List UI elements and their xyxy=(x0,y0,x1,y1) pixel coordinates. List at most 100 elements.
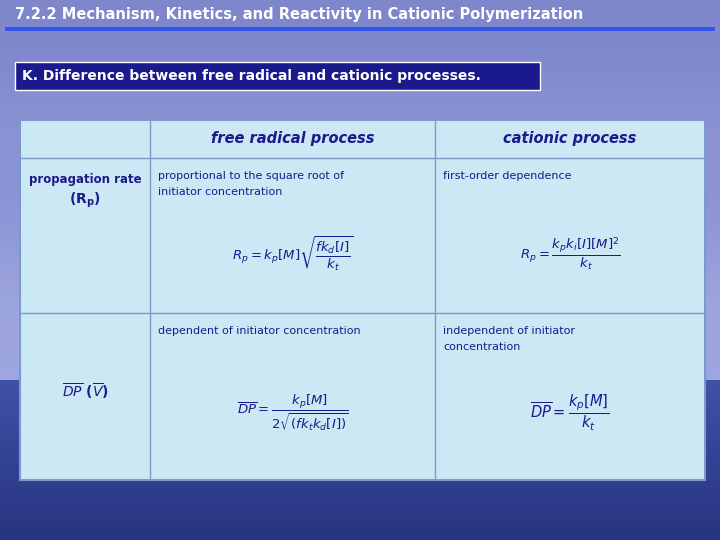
Bar xyxy=(0,320,720,321)
Bar xyxy=(0,22,720,23)
Bar xyxy=(0,191,720,192)
Bar xyxy=(0,485,720,486)
Bar xyxy=(0,117,720,118)
Bar xyxy=(0,348,720,349)
Bar xyxy=(0,343,720,344)
Bar xyxy=(0,274,720,275)
Bar xyxy=(0,422,720,423)
Bar xyxy=(0,145,720,146)
Bar xyxy=(0,56,720,57)
Bar xyxy=(0,44,720,45)
Bar xyxy=(0,28,720,29)
Bar xyxy=(0,141,720,142)
Bar xyxy=(15,62,540,90)
Bar xyxy=(0,5,720,6)
Bar xyxy=(0,373,720,374)
Bar xyxy=(0,254,720,255)
Bar xyxy=(0,275,720,276)
Bar xyxy=(0,230,720,231)
Bar xyxy=(0,358,720,359)
Bar xyxy=(0,408,720,409)
Bar xyxy=(0,225,720,226)
Bar xyxy=(0,94,720,95)
Bar xyxy=(0,461,720,462)
Bar xyxy=(0,127,720,128)
Bar xyxy=(0,390,720,391)
Bar xyxy=(0,533,720,534)
Bar xyxy=(0,196,720,197)
Bar xyxy=(0,74,720,75)
Bar xyxy=(0,349,720,350)
Bar xyxy=(0,149,720,150)
Bar xyxy=(0,164,720,165)
Bar xyxy=(0,312,720,313)
Bar xyxy=(0,371,720,372)
Bar xyxy=(0,270,720,271)
Bar xyxy=(0,293,720,294)
Bar xyxy=(0,54,720,55)
Bar xyxy=(0,153,720,154)
Bar xyxy=(0,6,720,7)
Bar xyxy=(0,374,720,375)
Bar xyxy=(0,502,720,503)
Bar xyxy=(0,395,720,396)
Bar xyxy=(0,538,720,539)
Bar xyxy=(0,495,720,496)
Text: $R_p = \dfrac{k_p k_i [I][M]^2}{k_t}$: $R_p = \dfrac{k_p k_i [I][M]^2}{k_t}$ xyxy=(520,235,621,273)
Bar xyxy=(0,496,720,497)
Bar xyxy=(0,444,720,445)
Bar xyxy=(0,217,720,218)
Bar xyxy=(0,131,720,132)
Bar xyxy=(0,0,720,1)
Bar xyxy=(0,315,720,316)
Bar xyxy=(0,539,720,540)
Bar xyxy=(0,190,720,191)
Bar xyxy=(0,381,720,382)
Bar xyxy=(0,367,720,368)
Bar xyxy=(0,179,720,180)
Text: $\overline{DP} = \dfrac{k_p[M]}{k_t}$: $\overline{DP} = \dfrac{k_p[M]}{k_t}$ xyxy=(530,393,610,433)
Bar xyxy=(0,203,720,204)
Bar xyxy=(0,244,720,245)
Bar xyxy=(0,527,720,528)
Bar xyxy=(0,359,720,360)
Bar xyxy=(0,50,720,51)
Bar xyxy=(0,285,720,286)
Bar xyxy=(0,284,720,285)
Bar xyxy=(0,279,720,280)
Bar xyxy=(0,46,720,47)
Bar xyxy=(0,372,720,373)
Bar xyxy=(0,183,720,184)
Bar xyxy=(0,304,720,305)
Bar xyxy=(0,114,720,115)
Bar xyxy=(0,363,720,364)
Bar xyxy=(0,240,720,241)
Bar xyxy=(0,423,720,424)
Bar xyxy=(0,4,720,5)
Bar xyxy=(0,511,720,512)
Bar xyxy=(0,195,720,196)
Bar xyxy=(0,286,720,287)
Bar xyxy=(0,61,720,62)
Bar xyxy=(0,416,720,417)
Bar xyxy=(0,87,720,88)
Bar xyxy=(0,47,720,48)
Bar xyxy=(0,449,720,450)
Bar xyxy=(0,200,720,201)
Bar xyxy=(0,308,720,309)
Bar xyxy=(0,96,720,97)
Bar xyxy=(0,273,720,274)
Bar xyxy=(0,198,720,199)
Bar xyxy=(0,258,720,259)
Bar xyxy=(0,521,720,522)
Bar xyxy=(0,392,720,393)
Bar xyxy=(0,427,720,428)
Bar xyxy=(0,314,720,315)
Bar xyxy=(0,269,720,270)
Bar xyxy=(0,76,720,77)
Text: K. Difference between free radical and cationic processes.: K. Difference between free radical and c… xyxy=(22,69,481,83)
Bar xyxy=(0,459,720,460)
Bar xyxy=(0,259,720,260)
Bar xyxy=(0,247,720,248)
Bar xyxy=(0,380,720,381)
